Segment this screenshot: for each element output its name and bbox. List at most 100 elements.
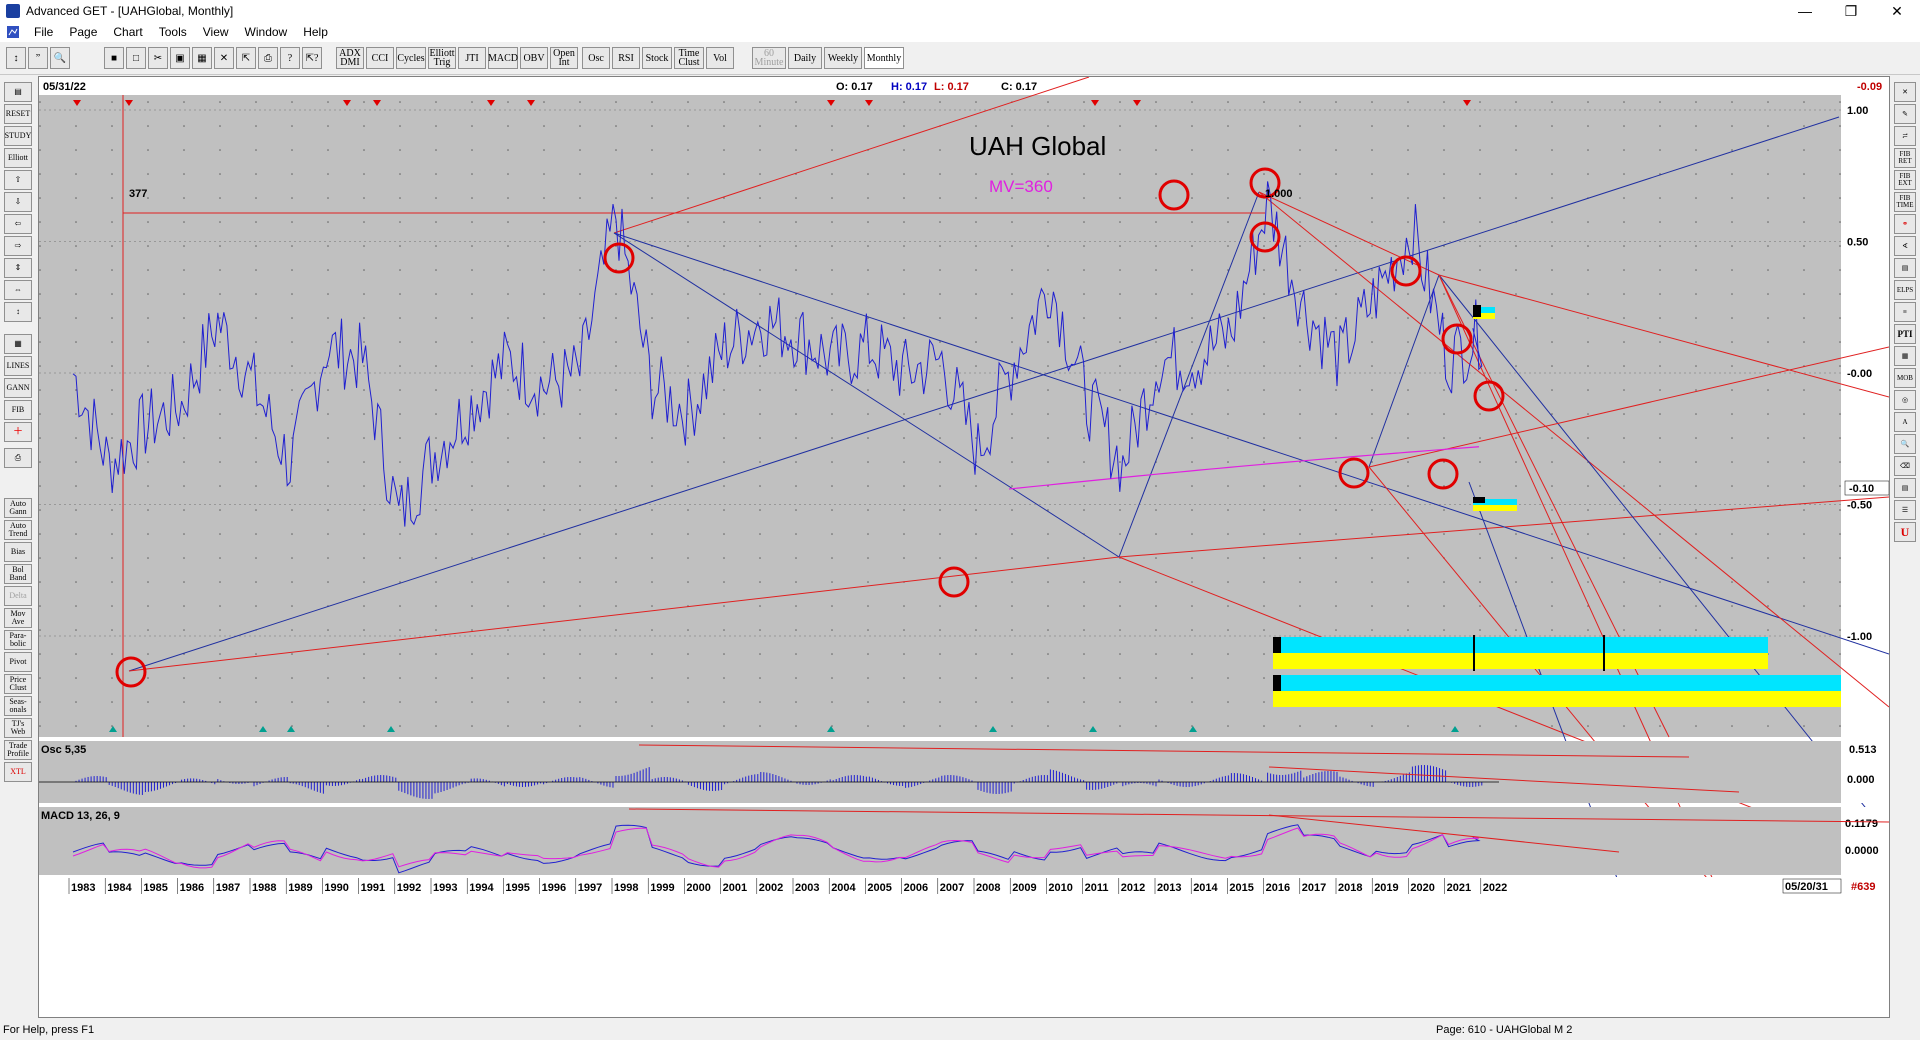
fib-time-button[interactable]: FIB TIME xyxy=(1894,192,1916,212)
study-adx-dmi[interactable]: ADX DMI xyxy=(336,47,364,69)
scissors-icon[interactable]: ✂ xyxy=(148,47,168,69)
price-axis: 1.00 0.50 -0.00 -0.50 -1.00 xyxy=(1847,105,1872,643)
help-icon[interactable]: ? xyxy=(280,47,300,69)
cycle-marker xyxy=(125,100,133,106)
trade-profile-button[interactable]: Trade Profile xyxy=(4,740,32,760)
fib-ret-button[interactable]: FIB RET xyxy=(1894,148,1916,168)
trend-line xyxy=(613,232,1889,655)
lines-button[interactable]: LINES xyxy=(4,356,32,376)
price-clust-button[interactable]: Price Clust xyxy=(4,674,32,694)
arc-icon[interactable]: ⚭ xyxy=(1894,214,1916,234)
study-osc[interactable]: Osc xyxy=(582,47,610,69)
magnet-icon[interactable]: U xyxy=(1894,522,1916,542)
auto-trend-button[interactable]: Auto Trend xyxy=(4,520,32,540)
study-macd[interactable]: MACD xyxy=(488,47,518,69)
menu-view[interactable]: View xyxy=(202,25,229,39)
context-help-icon[interactable]: ⇱? xyxy=(302,47,322,69)
tjs-web-button[interactable]: TJ's Web xyxy=(4,718,32,738)
pointer-tool-icon[interactable]: ↕ xyxy=(6,47,26,69)
grid-icon[interactable]: ▦ xyxy=(192,47,212,69)
expand-icon[interactable]: ⇔ xyxy=(4,280,32,300)
bars-count-label: #639 xyxy=(1851,881,1875,893)
arrow-left-icon[interactable]: ⇦ xyxy=(4,214,32,234)
text-tool-icon[interactable]: A xyxy=(1894,412,1916,432)
lines-icon[interactable]: ≡ xyxy=(1894,302,1916,322)
pivot-circle xyxy=(938,566,970,598)
seasonals-button[interactable]: Seas-onals xyxy=(4,696,32,716)
close-icon[interactable]: ✕ xyxy=(1891,2,1903,19)
timeframe-weekly[interactable]: Weekly xyxy=(824,47,862,69)
study-obv[interactable]: OBV xyxy=(520,47,548,69)
parabolic-button[interactable]: Para-bolic xyxy=(4,630,32,650)
zoom-tool-icon[interactable]: 🔍 xyxy=(50,47,70,69)
projection-band-2-cyan xyxy=(1273,675,1841,691)
calendar-icon[interactable]: ▦ xyxy=(4,334,32,354)
year-tick-label: 2000 xyxy=(686,882,710,894)
chart-svg[interactable]: 05/31/22 O: 0.17 H: 0.17 L: 0.17 C: 0.17… xyxy=(39,77,1889,1017)
study-jti[interactable]: JTI xyxy=(458,47,486,69)
mov-ave-button[interactable]: Mov Ave xyxy=(4,608,32,628)
study-button[interactable]: STUDY xyxy=(4,126,32,146)
menu-chart[interactable]: Chart xyxy=(113,25,143,39)
maximize-icon[interactable]: ❐ xyxy=(1844,2,1858,19)
menu-help[interactable]: Help xyxy=(303,25,328,39)
study-vol[interactable]: Vol xyxy=(706,47,734,69)
print-icon[interactable]: ⎙ xyxy=(258,47,278,69)
gann-button[interactable]: GANN xyxy=(4,378,32,398)
eraser-icon[interactable]: ⌫ xyxy=(1894,456,1916,476)
study-open-int[interactable]: Open Int xyxy=(550,47,578,69)
reset-button[interactable]: RESET xyxy=(4,104,32,124)
bol-band-button[interactable]: Bol Band xyxy=(4,564,32,584)
copy-icon[interactable]: □ xyxy=(126,47,146,69)
study-elliott-trig[interactable]: Elliott Trig xyxy=(428,47,456,69)
study-time-clust[interactable]: Time Clust xyxy=(674,47,704,69)
elps-button[interactable]: ELPS xyxy=(1894,280,1916,300)
study-rsi[interactable]: RSI xyxy=(612,47,640,69)
menu-page[interactable]: Page xyxy=(69,25,98,39)
printer-icon[interactable]: ⎙ xyxy=(4,448,32,468)
arrow-down-icon[interactable]: ⇩ xyxy=(4,192,32,212)
study-stock[interactable]: Stock xyxy=(642,47,672,69)
menu-file[interactable]: File xyxy=(34,25,54,39)
fib-ext-button[interactable]: FIB EXT xyxy=(1894,170,1916,190)
crosshair-icon[interactable]: + xyxy=(4,422,32,442)
study-cycles[interactable]: Cycles xyxy=(396,47,426,69)
fan-icon[interactable]: ≓ xyxy=(1894,126,1916,146)
pivot-circle xyxy=(1249,221,1281,253)
compress-icon[interactable]: ⇕ xyxy=(4,258,32,278)
xtl-button[interactable]: XTL xyxy=(4,762,32,782)
timeframe-60-minute[interactable]: 60 Minute xyxy=(752,47,786,69)
gann-fan-icon[interactable]: ∢ xyxy=(1894,236,1916,256)
menu-tools[interactable]: Tools xyxy=(158,25,187,39)
auto-gann-button[interactable]: Auto Gann xyxy=(4,498,32,518)
magnify-icon[interactable]: 🔍 xyxy=(1894,434,1916,454)
save-icon[interactable]: ■ xyxy=(104,47,124,69)
arrow-up-icon[interactable]: ⇧ xyxy=(4,170,32,190)
bias-button[interactable]: Bias xyxy=(4,542,32,562)
minimize-icon[interactable]: — xyxy=(1798,3,1812,19)
timeframe-monthly[interactable]: Monthly xyxy=(864,47,904,69)
delta-button[interactable]: Delta xyxy=(4,586,32,606)
table-icon[interactable]: ▦ xyxy=(1894,346,1916,366)
arrow-right-icon[interactable]: ⇨ xyxy=(4,236,32,256)
fib-button[interactable]: FIB xyxy=(4,400,32,420)
channel-icon[interactable]: ▤ xyxy=(1894,258,1916,278)
list-icon[interactable]: ☰ xyxy=(1894,500,1916,520)
window-icon[interactable]: ▣ xyxy=(170,47,190,69)
elliott-button[interactable]: Elliott xyxy=(4,148,32,168)
notes-icon[interactable]: ▤ xyxy=(1894,478,1916,498)
timeframe-daily[interactable]: Daily xyxy=(788,47,822,69)
study-cci[interactable]: CCI xyxy=(366,47,394,69)
cursor-icon[interactable]: ⇱ xyxy=(236,47,256,69)
scale-icon[interactable]: ↕ xyxy=(4,302,32,322)
quote-tool-icon[interactable]: ” xyxy=(28,47,48,69)
target-icon[interactable]: ◎ xyxy=(1894,390,1916,410)
pivot-button[interactable]: Pivot xyxy=(4,652,32,672)
open-chart-icon[interactable]: ▤ xyxy=(4,82,32,102)
erase-icon[interactable]: ✕ xyxy=(214,47,234,69)
mob-button[interactable]: MOB xyxy=(1894,368,1916,388)
close-pane-icon[interactable]: ✕ xyxy=(1894,82,1916,102)
pencil-icon[interactable]: ✎ xyxy=(1894,104,1916,124)
menu-window[interactable]: Window xyxy=(244,25,288,39)
pti-button[interactable]: PTI xyxy=(1894,324,1916,344)
